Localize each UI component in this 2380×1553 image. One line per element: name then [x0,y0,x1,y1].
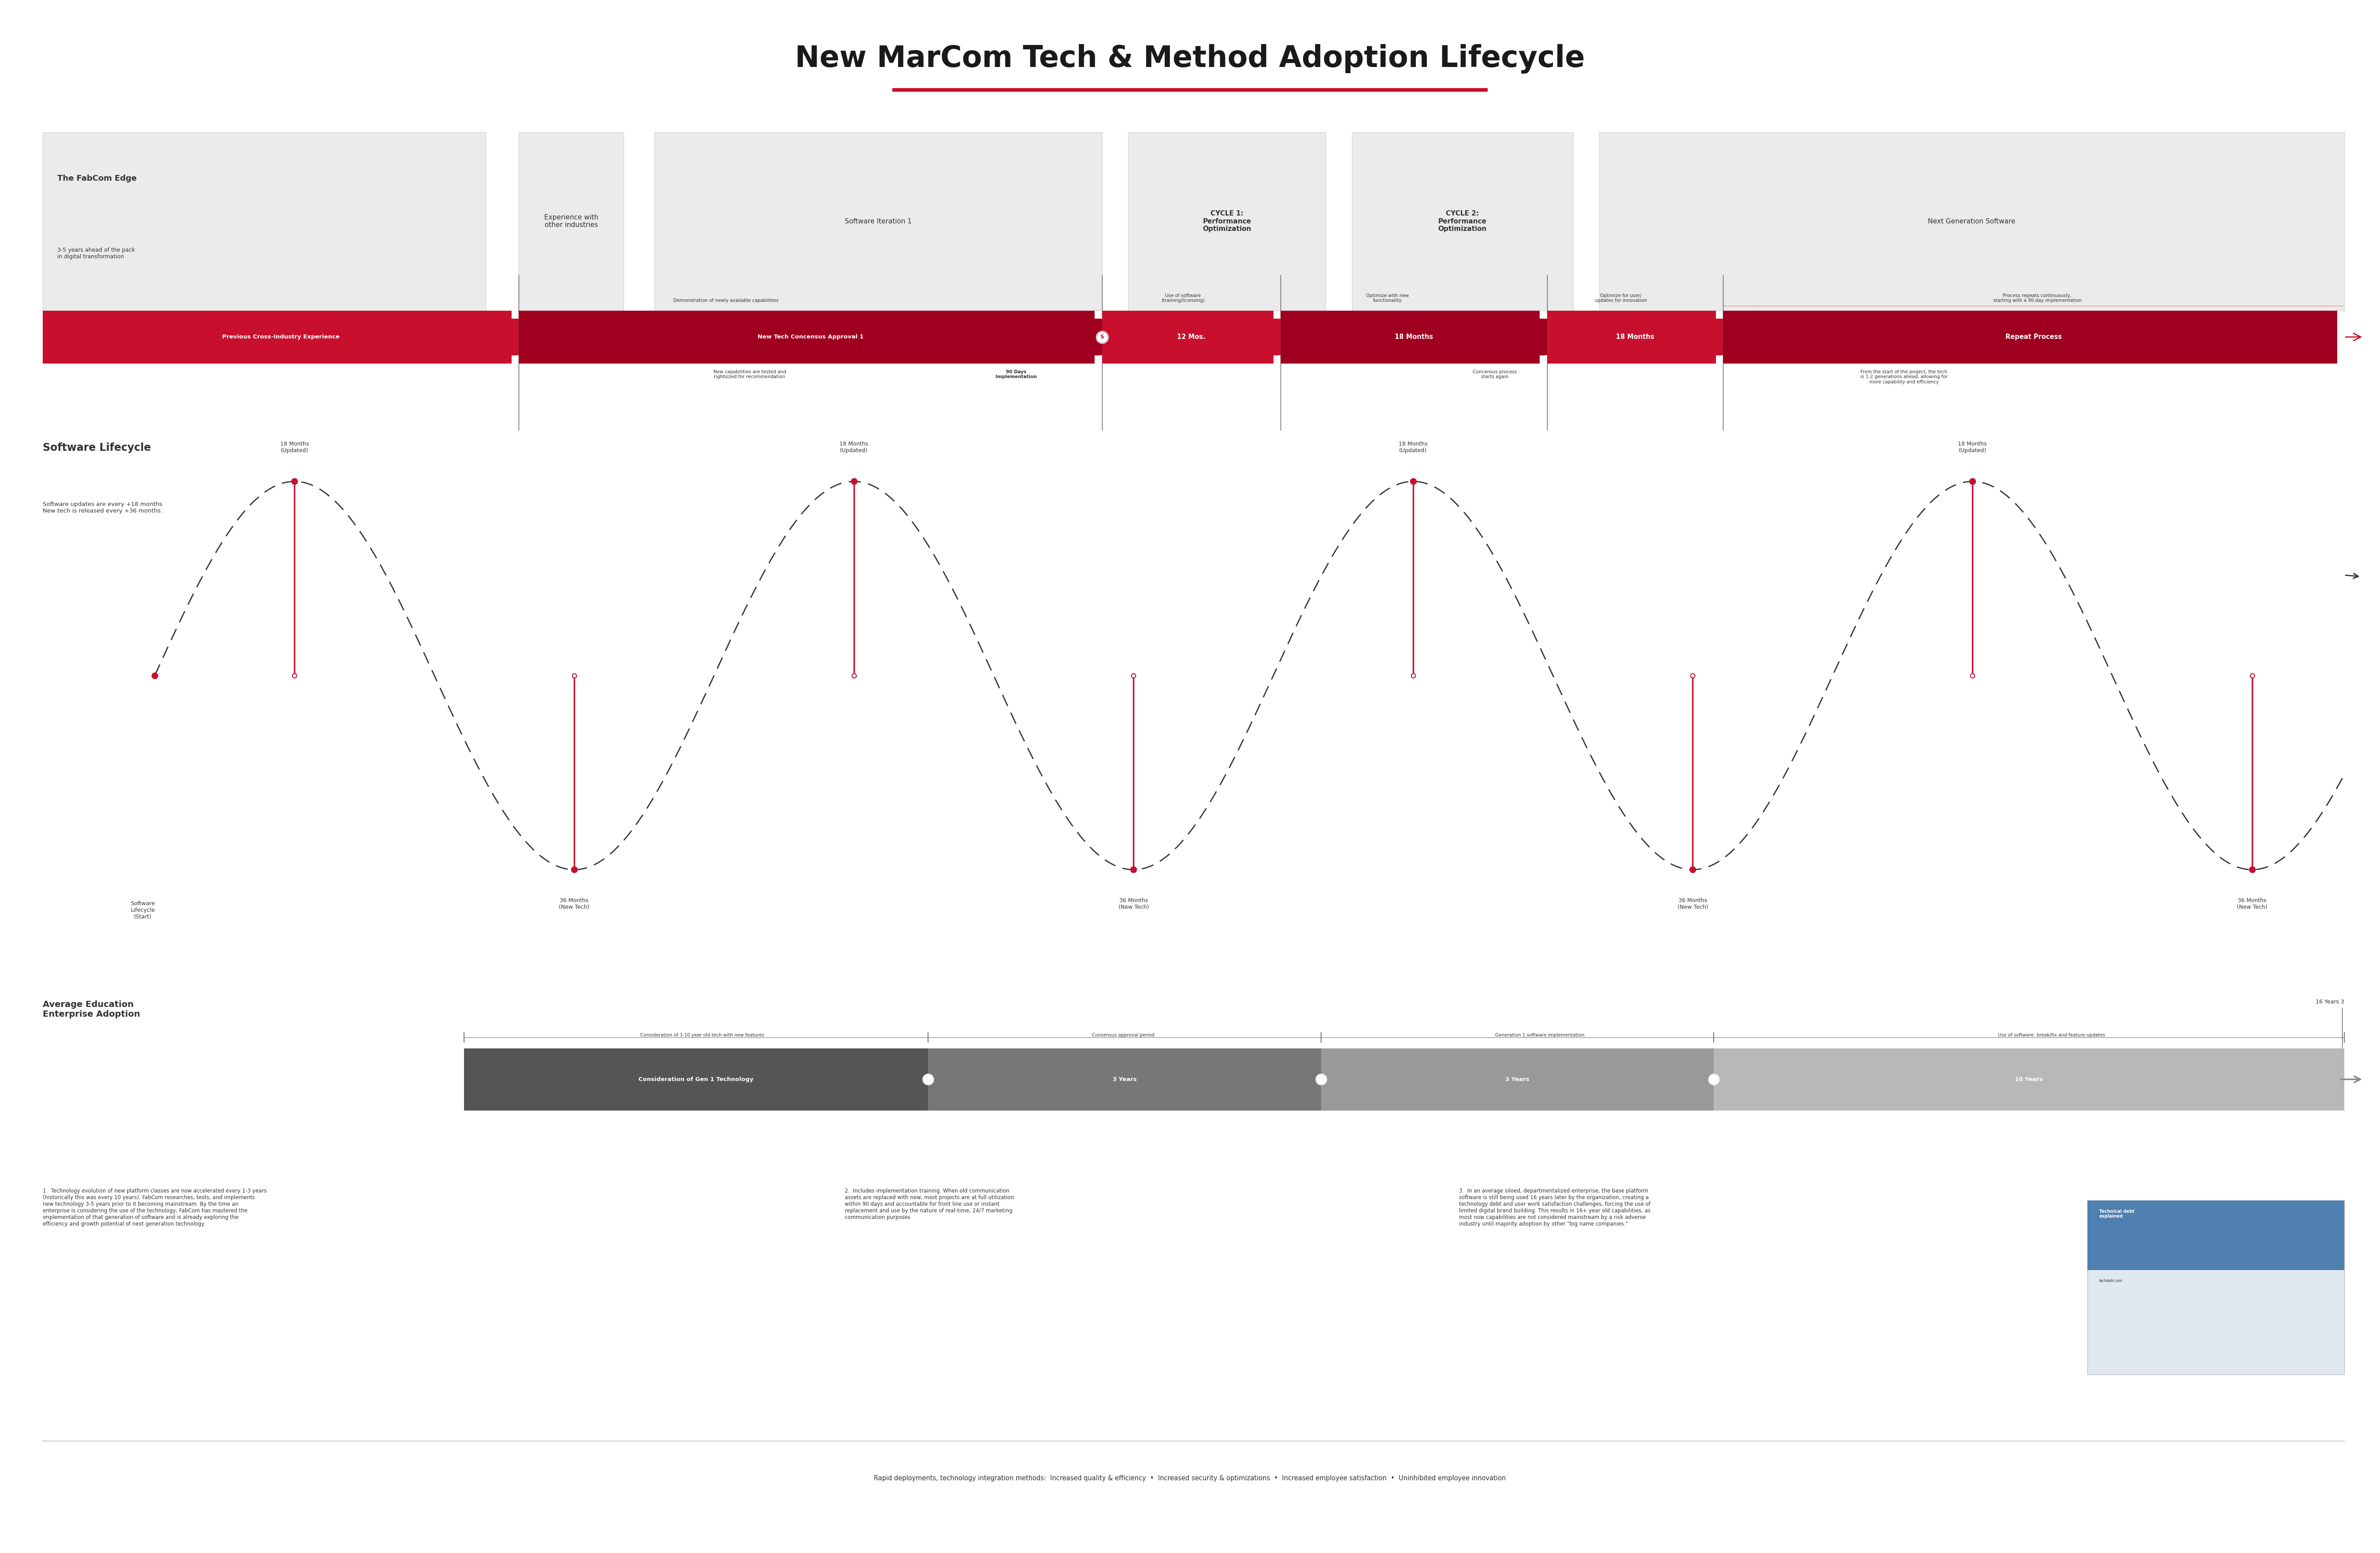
Text: 36 Months
(New Tech): 36 Months (New Tech) [1119,898,1150,910]
Text: Use of software
(training/licensing): Use of software (training/licensing) [1161,294,1204,303]
Text: Concensus process
starts again: Concensus process starts again [1473,370,1516,379]
Text: Optimize for user/
updates for innovation: Optimize for user/ updates for innovatio… [1595,294,1647,303]
Text: 36 Months
(New Tech): 36 Months (New Tech) [1678,898,1709,910]
Text: Optimize with new
functionality: Optimize with new functionality [1366,294,1409,303]
Text: 1.  Technology evolution of new platform classes are now accelerated every 1-3 y: 1. Technology evolution of new platform … [43,1188,267,1227]
Text: 2.  Includes implementation training. When old communication
assets are replaced: 2. Includes implementation training. Whe… [845,1188,1014,1221]
Text: 12 Mos.: 12 Mos. [1178,334,1204,340]
Text: 10 Years: 10 Years [2016,1076,2042,1082]
Text: Use of software: break/fix and feature updates: Use of software: break/fix and feature u… [1997,1033,2106,1037]
Text: CYCLE 1:
Performance
Optimization: CYCLE 1: Performance Optimization [1202,210,1252,233]
Text: Generation 1 software implementation: Generation 1 software implementation [1495,1033,1585,1037]
Text: Software Iteration 1: Software Iteration 1 [845,217,912,225]
Text: The FabCom Edge: The FabCom Edge [57,174,136,182]
Text: Software
Lifecycle
(Start): Software Lifecycle (Start) [131,901,155,919]
FancyBboxPatch shape [1599,132,2344,311]
FancyBboxPatch shape [1321,1048,1714,1110]
Text: Repeat Process: Repeat Process [2006,334,2061,340]
Text: New MarCom Tech & Method Adoption Lifecycle: New MarCom Tech & Method Adoption Lifecy… [795,43,1585,75]
FancyBboxPatch shape [655,132,1102,311]
Text: 3 Years: 3 Years [1504,1076,1530,1082]
Text: 90 Days
Implementation: 90 Days Implementation [995,370,1038,379]
FancyBboxPatch shape [1128,132,1326,311]
FancyBboxPatch shape [2087,1200,2344,1374]
Text: Software updates are every +18 months
New tech is released every +36 months.: Software updates are every +18 months Ne… [43,502,162,514]
FancyBboxPatch shape [43,132,486,311]
Text: 18 Months: 18 Months [1616,334,1654,340]
Text: Consideration of Gen 1 Technology: Consideration of Gen 1 Technology [638,1076,754,1082]
Text: 36 Months
(New Tech): 36 Months (New Tech) [2237,898,2268,910]
Text: Rapid deployments, technology integration methods:  Increased quality & efficien: Rapid deployments, technology integratio… [873,1475,1507,1482]
Text: 3-5 years ahead of the pack
in digital transformation: 3-5 years ahead of the pack in digital t… [57,247,136,259]
Text: 18 Months
(Updated): 18 Months (Updated) [840,441,869,453]
FancyBboxPatch shape [1723,311,2337,363]
Text: Software Lifecycle: Software Lifecycle [43,443,150,453]
FancyBboxPatch shape [519,311,1095,363]
Text: techdebt.com: techdebt.com [2099,1278,2123,1283]
Text: Technical debt
explained: Technical debt explained [2099,1210,2135,1219]
Text: Previous Cross-Industry Experience: Previous Cross-Industry Experience [221,334,340,340]
FancyBboxPatch shape [464,1048,928,1110]
FancyBboxPatch shape [1547,311,1716,363]
Text: New capabilities are tested and
rightsized for recommendation: New capabilities are tested and rightsiz… [714,370,785,379]
Text: Next Generation Software: Next Generation Software [1928,217,2016,225]
Text: Average Education
Enterprise Adoption: Average Education Enterprise Adoption [43,1000,140,1019]
FancyBboxPatch shape [43,311,512,363]
Text: New Tech Concensus Approval 1: New Tech Concensus Approval 1 [757,334,864,340]
Text: 16 Years 3: 16 Years 3 [2316,999,2344,1005]
Text: CYCLE 2:
Performance
Optimization: CYCLE 2: Performance Optimization [1438,210,1488,233]
Text: 18 Months
(Updated): 18 Months (Updated) [1399,441,1428,453]
Text: 18 Months: 18 Months [1395,334,1433,340]
FancyBboxPatch shape [2087,1200,2344,1270]
Text: Consensus approval period: Consensus approval period [1092,1033,1154,1037]
Text: Experience with
other industries: Experience with other industries [545,214,597,228]
FancyBboxPatch shape [1352,132,1573,311]
Text: Consideration of 3-10 year old tech with new features: Consideration of 3-10 year old tech with… [640,1033,764,1037]
Text: From the start of the project, the tech
is 1-2 generations ahead, allowing for
m: From the start of the project, the tech … [1861,370,1947,384]
Text: 18 Months
(Updated): 18 Months (Updated) [281,441,309,453]
Text: 3.  In an average siloed, departmentalized enterprise, the base platform
softwar: 3. In an average siloed, departmentalize… [1459,1188,1649,1227]
Text: 3 Years: 3 Years [1111,1076,1138,1082]
FancyBboxPatch shape [1714,1048,2344,1110]
Text: S: S [1100,334,1104,340]
Text: Process repeats continuously,
starting with a 90-day implementation: Process repeats continuously, starting w… [1992,294,2082,303]
FancyBboxPatch shape [928,1048,1321,1110]
FancyBboxPatch shape [1280,311,1540,363]
Text: Demonstration of newly available capabilities: Demonstration of newly available capabil… [674,298,778,303]
Text: 18 Months
(Updated): 18 Months (Updated) [1959,441,1987,453]
FancyBboxPatch shape [519,132,624,311]
Text: 36 Months
(New Tech): 36 Months (New Tech) [559,898,590,910]
FancyBboxPatch shape [1102,311,1273,363]
